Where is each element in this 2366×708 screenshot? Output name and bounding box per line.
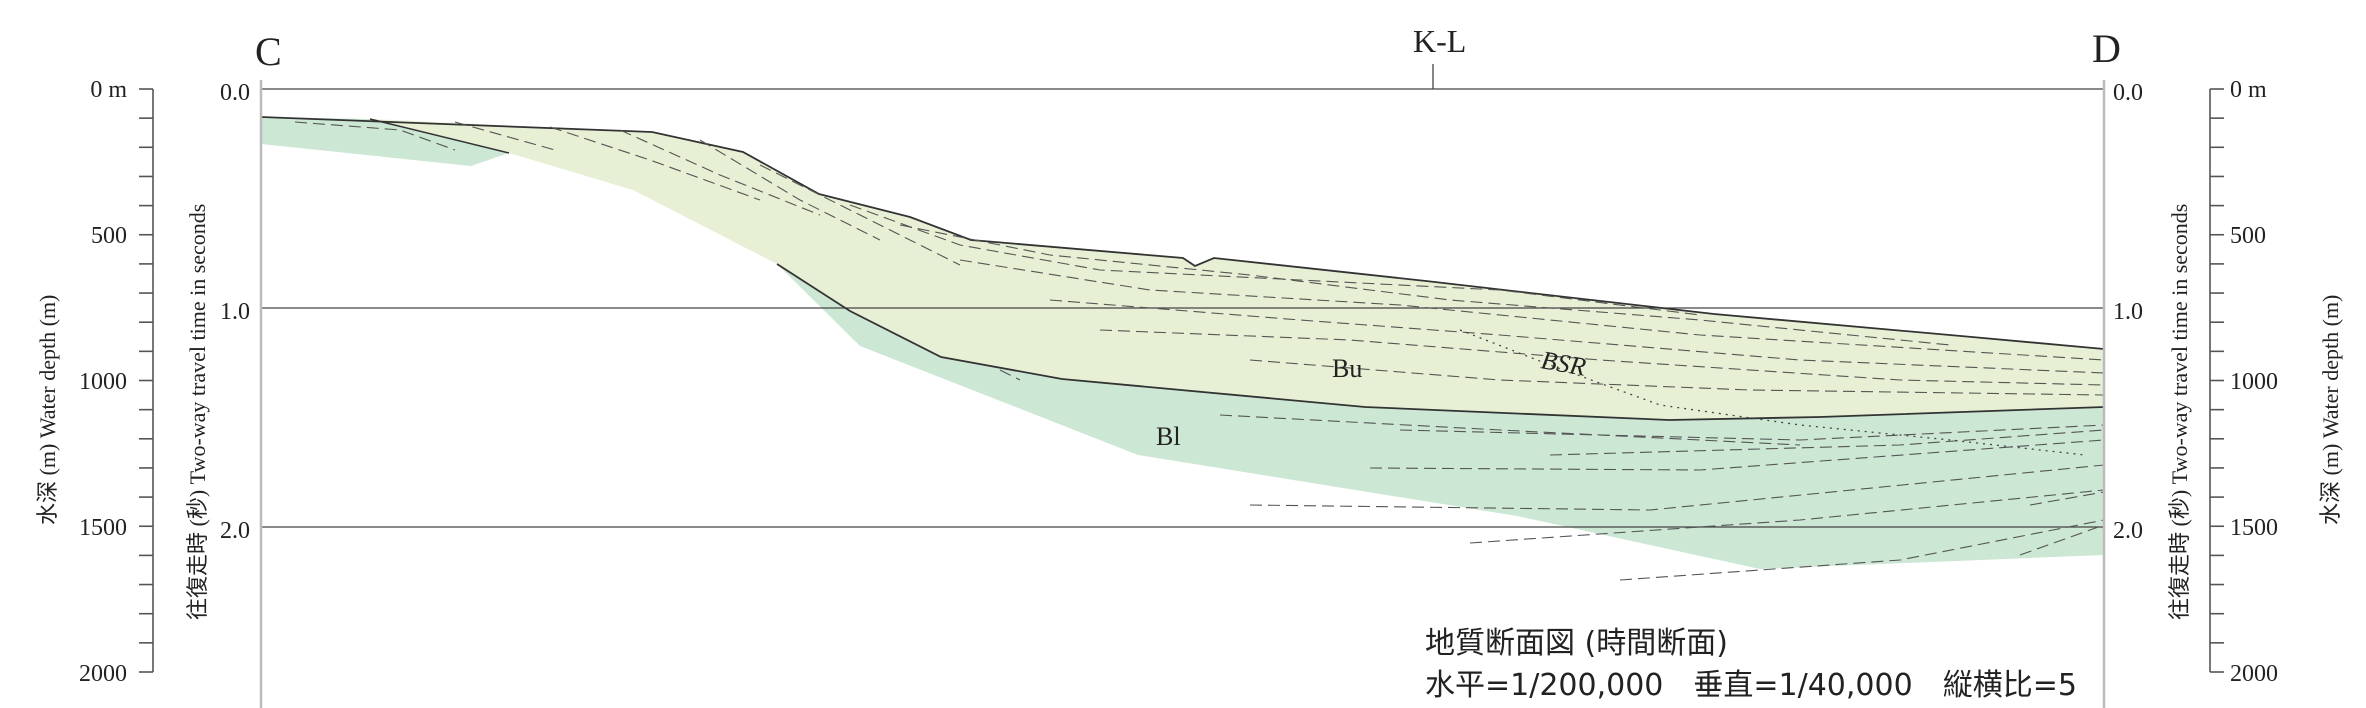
caption-scale: 水平=1/200,000 垂直=1/40,000 縦横比=5 (1425, 668, 2077, 703)
time-tick-left-2: 2.0 (220, 518, 250, 544)
section-end-d: D (2092, 26, 2121, 71)
right-depth-axis (2209, 88, 2224, 673)
depth-tick-right-2000: 2000 (2230, 661, 2278, 687)
section-end-c: C (255, 29, 282, 74)
lower-unit-bl (777, 264, 2104, 569)
depth-tick-right-1000: 1000 (2230, 369, 2278, 395)
left-depth-axis-title: 水深 (m) Water depth (m) (35, 295, 60, 525)
seafloor-line (260, 116, 2105, 350)
upper-unit-bu (370, 119, 2104, 420)
left-unit-boundary (369, 118, 510, 154)
depth-tick-left-1500: 1500 (79, 515, 127, 541)
right-depth-axis-title: 水深 (m) Water depth (m) (2318, 295, 2343, 525)
right-time-axis-title: 往復走時 (秒) Two-way travel time in seconds (2167, 204, 2192, 620)
depth-tick-left-1000: 1000 (79, 369, 127, 395)
depth-tick-left-500: 500 (91, 223, 127, 249)
depth-tick-right-1500: 1500 (2230, 515, 2278, 541)
crossing-label-kl: K-L (1413, 23, 1466, 59)
time-tick-right-1: 1.0 (2113, 299, 2143, 325)
time-tick-left-0: 0.0 (220, 80, 250, 106)
time-tick-left-1: 1.0 (220, 299, 250, 325)
unit-label-bl: Bl (1156, 422, 1181, 451)
depth-tick-right-500: 500 (2230, 223, 2266, 249)
lower-unit-bl-left-strip (261, 117, 509, 166)
reflector-lines (294, 121, 2105, 581)
unit-label-bu: Bu (1332, 354, 1362, 383)
left-depth-axis (139, 88, 154, 673)
time-tick-right-2: 2.0 (2113, 518, 2143, 544)
left-time-axis-title: 往復走時 (秒) Two-way travel time in seconds (185, 204, 210, 620)
bu-bl-boundary (776, 263, 2105, 421)
depth-tick-left-2000: 2000 (79, 661, 127, 687)
caption-title: 地質断面図 (時間断面) (1425, 626, 1728, 661)
time-gridlines (261, 88, 2104, 528)
depth-tick-left-0: 0 m (90, 77, 127, 103)
time-tick-right-0: 0.0 (2113, 80, 2143, 106)
depth-tick-right-0: 0 m (2230, 77, 2267, 103)
